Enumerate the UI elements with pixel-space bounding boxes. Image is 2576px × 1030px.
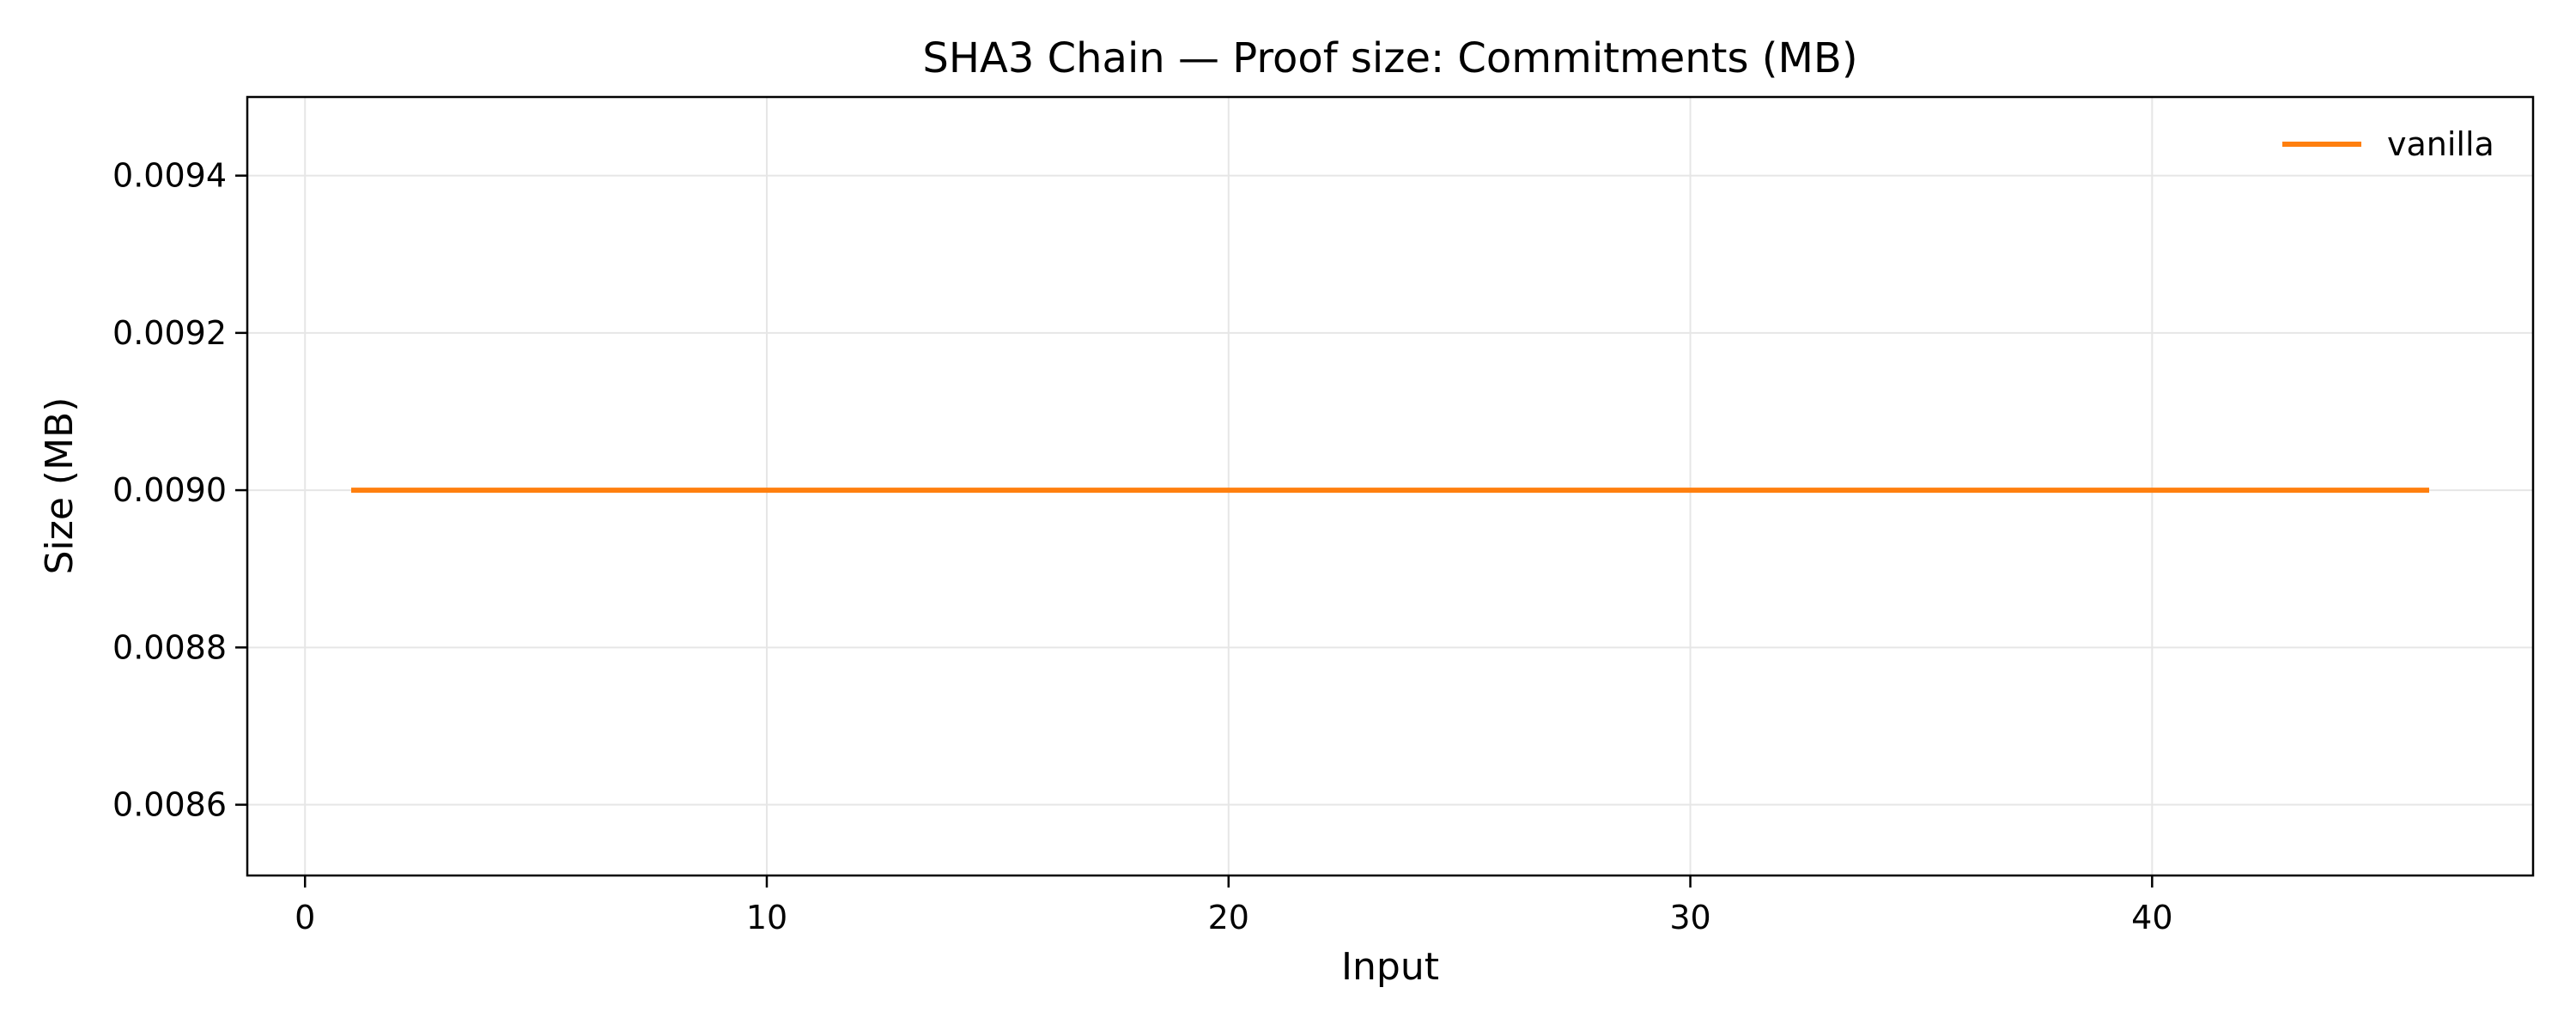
y-tick-label: 0.0094 <box>112 157 227 195</box>
y-tick-label: 0.0092 <box>112 314 227 352</box>
x-tick-label: 20 <box>1208 899 1249 936</box>
legend: vanilla <box>2282 125 2494 163</box>
y-axis-label: Size (MB) <box>38 397 82 575</box>
chart-title: SHA3 Chain — Proof size: Commitments (MB… <box>922 34 1857 82</box>
axis-ticks: 0 10 20 30 40 0.0086 0.0088 0.0090 0.0092 0.0094 <box>112 157 2172 936</box>
legend-label-vanilla: vanilla <box>2387 125 2494 163</box>
x-axis-label: Input <box>1341 945 1439 989</box>
x-tick-label: 40 <box>2131 899 2172 936</box>
x-tick-label: 10 <box>746 899 787 936</box>
y-tick-label: 0.0088 <box>112 628 227 666</box>
y-tick-label: 0.0090 <box>112 471 227 509</box>
x-tick-label: 0 <box>295 899 315 936</box>
plot-area-frame <box>246 95 2535 877</box>
x-tick-label: 30 <box>1669 899 1710 936</box>
y-tick-label: 0.0086 <box>112 786 227 824</box>
